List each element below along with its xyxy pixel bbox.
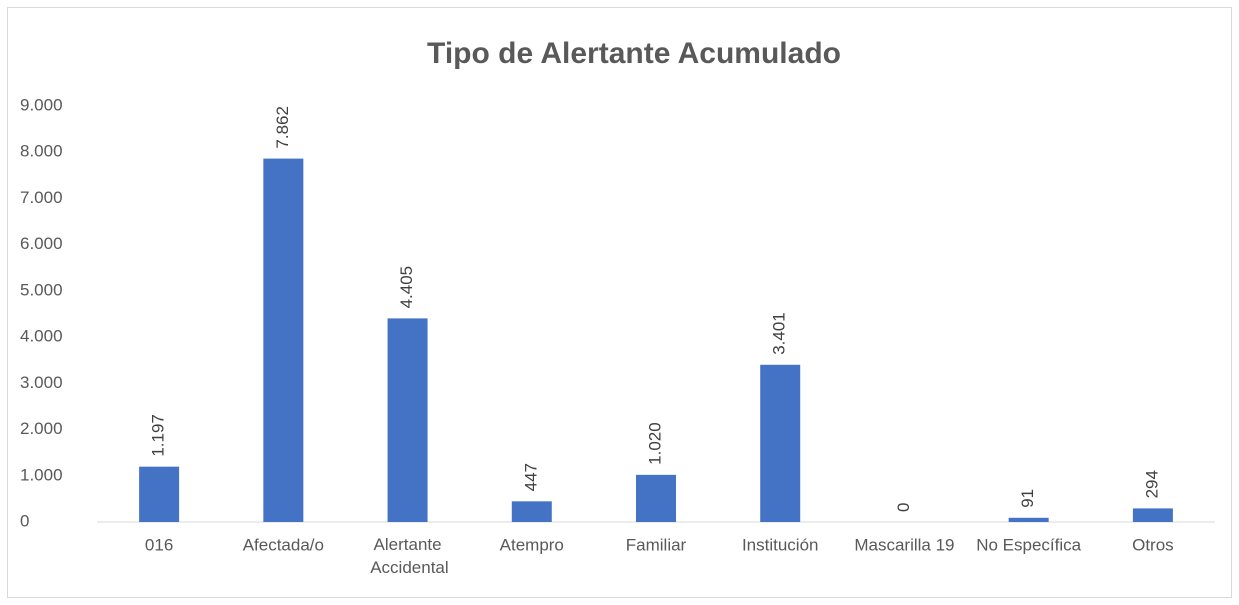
y-tick-label: 6.000: [20, 234, 63, 253]
y-tick-label: 1.000: [20, 465, 63, 484]
chart-title: Tipo de Alertante Acumulado: [427, 37, 841, 70]
bar: [139, 466, 180, 522]
data-label: 3.401: [770, 312, 789, 355]
bar: [387, 318, 428, 522]
y-tick-label: 9.000: [20, 95, 63, 114]
data-label: 4.405: [397, 266, 416, 309]
x-tick-label: Afectada/o: [243, 535, 324, 554]
x-tick-label: Atempro: [500, 535, 564, 554]
x-tick-label: Institución: [742, 535, 819, 554]
data-label: 447: [521, 463, 540, 491]
data-label: 0: [894, 503, 913, 512]
data-label: 1.020: [645, 422, 664, 465]
x-tick-label: Familiar: [626, 535, 687, 554]
x-tick-label: Otros: [1132, 535, 1174, 554]
y-tick-label: 4.000: [20, 327, 63, 346]
data-label: 294: [1142, 470, 1161, 498]
y-tick-label: 0: [20, 511, 29, 530]
bar: [511, 501, 552, 522]
y-tick-label: 7.000: [20, 188, 63, 207]
bar: [1008, 517, 1049, 522]
data-label: 7.862: [273, 106, 292, 149]
x-tick-label: Alertante Accidental: [366, 535, 448, 577]
bar: [760, 364, 801, 522]
y-tick-label: 2.000: [20, 419, 63, 438]
x-tick-label: 016: [145, 535, 173, 554]
bar: [636, 474, 676, 522]
bar: [1132, 508, 1173, 522]
x-tick-label: No Específica: [976, 535, 1081, 554]
y-tick-label: 5.000: [20, 280, 63, 299]
y-tick-label: 8.000: [20, 142, 63, 161]
chart-frame: [7, 7, 1232, 598]
data-label: 1.197: [149, 414, 168, 457]
x-tick-label: Mascarilla 19: [854, 535, 954, 554]
data-label: 91: [1018, 489, 1037, 508]
bar: [263, 158, 304, 522]
y-tick-label: 3.000: [20, 373, 63, 392]
